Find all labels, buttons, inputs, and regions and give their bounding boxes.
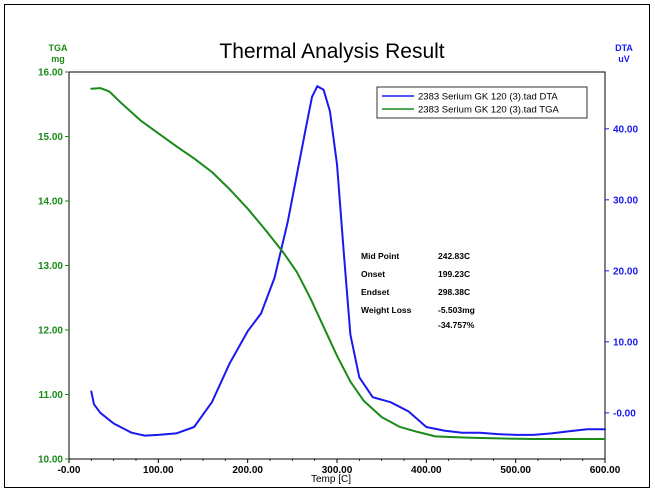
x-axis-ticks: -0.00 100.00 200.00 300.00 400.00 500.00 600.0… xyxy=(58,459,621,476)
annotation-endset-value: 298.38C xyxy=(438,287,470,297)
y-left-tick-label-6: 16.00 xyxy=(38,68,63,79)
y-left-tick-label-4: 14.00 xyxy=(38,197,63,208)
x-tick-label-4: 400.00 xyxy=(411,465,442,476)
y-left-tick-label-2: 12.00 xyxy=(38,326,63,337)
annotation-weightloss-mg: -5.503mg xyxy=(438,305,475,315)
annotation-endset-label: Endset xyxy=(361,287,390,297)
series-layer xyxy=(90,85,606,440)
dta-curve xyxy=(90,85,606,437)
legend: 2383 Serium GK 120 (3).tad DTA 2383 Seri… xyxy=(376,86,588,119)
annotation-midpoint-label: Mid Point xyxy=(361,251,399,261)
plot-area xyxy=(68,71,606,460)
y-left-axis-unit: mg xyxy=(51,54,65,64)
x-tick-label-3: 300.00 xyxy=(322,465,353,476)
y-left-tick-label-3: 13.00 xyxy=(38,261,63,272)
x-tick-label-6: 600.00 xyxy=(590,465,621,476)
y-left-axis-ticks: 10.00 11.00 12.00 13.00 14.00 15.00 16.00 xyxy=(38,68,69,466)
y-left-tick-label-0: 10.00 xyxy=(38,455,63,466)
chart-title: Thermal Analysis Result xyxy=(219,40,444,63)
y-right-tick-label-4: 40.00 xyxy=(613,124,638,135)
x-tick-label-2: 200.00 xyxy=(232,465,263,476)
x-tick-label-0: -0.00 xyxy=(58,465,81,476)
annotation-weightloss-label: Weight Loss xyxy=(361,305,412,315)
analysis-annotations: Mid Point 242.83C Onset 199.23C Endset 2… xyxy=(361,251,475,330)
y-right-tick-label-2: 20.00 xyxy=(613,266,638,277)
tga-curve xyxy=(90,87,606,440)
y-left-tick-label-5: 15.00 xyxy=(38,132,63,143)
y-right-axis-label: DTA xyxy=(615,43,633,53)
y-right-tick-label-3: 30.00 xyxy=(613,195,638,206)
annotation-onset-value: 199.23C xyxy=(438,269,470,279)
annotation-weightloss-pct: -34.757% xyxy=(438,320,475,330)
y-left-tick-label-1: 11.00 xyxy=(39,390,64,401)
x-tick-label-5: 500.00 xyxy=(500,465,531,476)
chart-frame xyxy=(4,4,650,488)
annotation-midpoint-value: 242.83C xyxy=(438,251,470,261)
y-left-axis-label: TGA xyxy=(49,43,68,53)
x-axis-label: Temp [C] xyxy=(311,474,351,485)
y-right-axis-ticks: -0.00 10.00 20.00 30.00 40.00 xyxy=(605,124,638,419)
y-right-axis-unit: uV xyxy=(618,54,630,64)
x-tick-label-1: 100.00 xyxy=(143,465,174,476)
legend-box xyxy=(376,86,588,119)
y-right-tick-label-1: 10.00 xyxy=(613,337,638,348)
legend-label-tga: 2383 Serium GK 120 (3).tad TGA xyxy=(418,105,559,116)
y-right-tick-label-0: -0.00 xyxy=(613,408,636,419)
annotation-onset-label: Onset xyxy=(361,269,385,279)
legend-label-dta: 2383 Serium GK 120 (3).tad DTA xyxy=(418,92,558,103)
